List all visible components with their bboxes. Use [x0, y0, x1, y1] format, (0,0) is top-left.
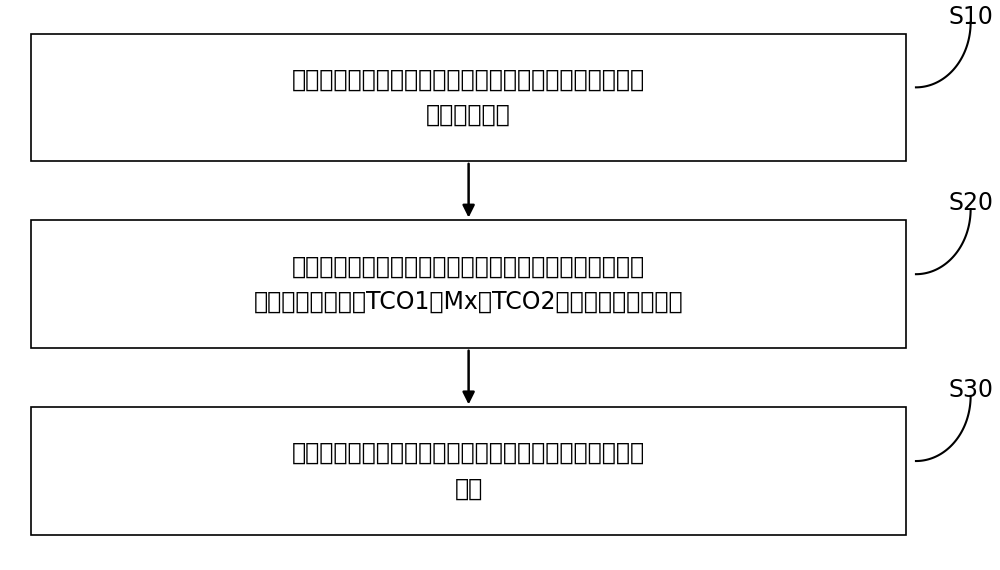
- FancyBboxPatch shape: [31, 34, 906, 161]
- FancyBboxPatch shape: [31, 221, 906, 348]
- Text: S20: S20: [948, 192, 993, 215]
- Text: 在硅片的正反面均依次沉积本征非晶硅和掺杂非晶硅，形
成半成品电池: 在硅片的正反面均依次沉积本征非晶硅和掺杂非晶硅，形 成半成品电池: [292, 68, 645, 127]
- Text: 在所述半成品电池的正面沉积正导电膜，以及在所述半成
品电池的反面沉积TCO1、Mx和TCO2的复合叠层背导电膜: 在所述半成品电池的正面沉积正导电膜，以及在所述半成 品电池的反面沉积TCO1、M…: [254, 254, 683, 314]
- Text: 分别在所述正导电膜和所述复合叠层背导电膜上制作金属
电极: 分别在所述正导电膜和所述复合叠层背导电膜上制作金属 电极: [292, 441, 645, 500]
- FancyBboxPatch shape: [31, 407, 906, 535]
- Text: S10: S10: [948, 5, 993, 28]
- Text: S30: S30: [948, 378, 993, 402]
